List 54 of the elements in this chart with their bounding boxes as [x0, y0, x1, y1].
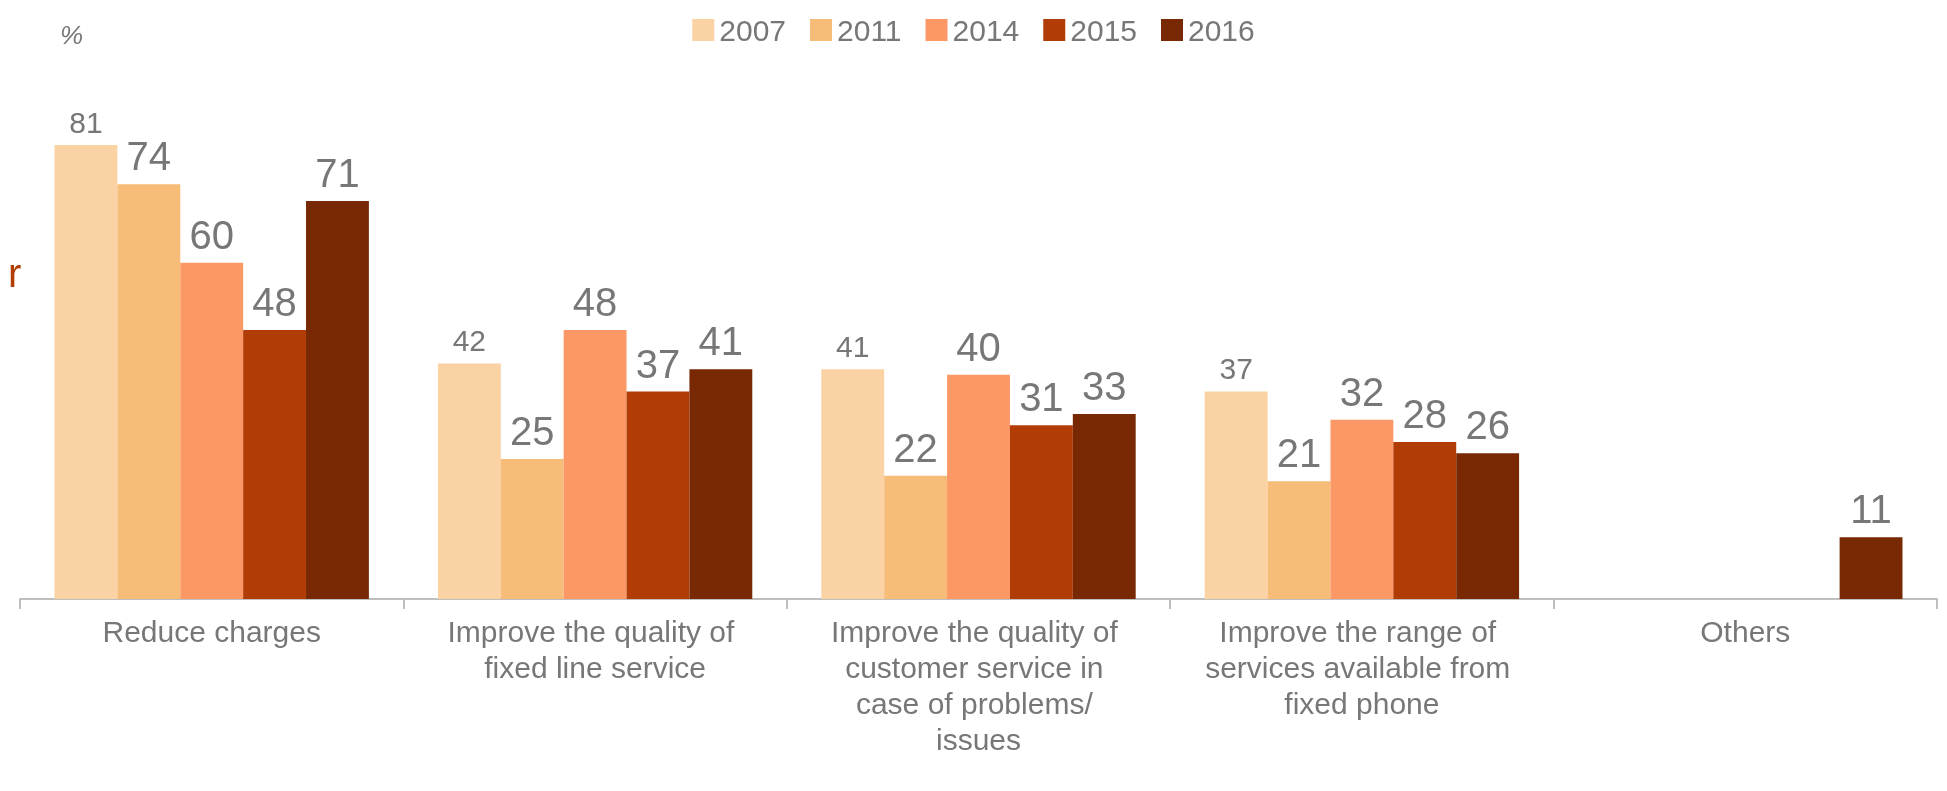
bar [243, 329, 307, 599]
text: % [60, 20, 84, 50]
data-label: 48 [572, 279, 618, 324]
data-label: 41 [698, 319, 744, 364]
data-label: 37 [1219, 352, 1253, 386]
data-label: 71 [315, 151, 360, 196]
legend-label: 2015 [1070, 13, 1138, 47]
legend-label: 2011 [837, 13, 902, 47]
data-label: 31 [1019, 375, 1064, 420]
bar [1393, 442, 1457, 599]
legend-label: 2014 [952, 13, 1020, 47]
x-tick-label: Others [1700, 614, 1791, 648]
bar [1072, 414, 1136, 599]
x-tick-label: Reduce charges [102, 614, 321, 648]
bar [1456, 453, 1520, 599]
bar [821, 369, 885, 599]
bar [1267, 481, 1331, 599]
x-tick-label: Improve the quality of fixed line service [447, 614, 743, 684]
bar [563, 329, 627, 599]
bar [117, 184, 181, 599]
data-label: 21 [1276, 431, 1322, 476]
data-label: 81 [69, 105, 103, 139]
data-label: 37 [635, 341, 681, 386]
data-label: 25 [509, 408, 555, 453]
data-label: 74 [126, 134, 172, 179]
bar [1204, 391, 1268, 599]
bar [500, 458, 564, 599]
bar [54, 145, 118, 599]
legend-label: 2007 [719, 13, 787, 47]
bar [626, 391, 690, 599]
x-tick-label: Improve the quality of customer service in case of problems/ issues [830, 614, 1127, 756]
annotation: r [8, 251, 22, 295]
bar [884, 475, 948, 599]
data-label: 11 [1850, 487, 1892, 532]
bar [437, 363, 501, 599]
data-label: 28 [1402, 392, 1448, 437]
data-label: 60 [189, 212, 234, 257]
data-label: 48 [252, 279, 297, 324]
bar [1839, 537, 1903, 599]
x-tick-label: Improve the range of services available from fixed phone [1205, 614, 1519, 720]
bar [1009, 425, 1073, 599]
legend-label: 2016 [1187, 13, 1255, 47]
data-label: 41 [836, 329, 870, 363]
bar [1330, 419, 1394, 599]
bar [306, 201, 369, 599]
data-label: 22 [893, 425, 938, 470]
data-label: 42 [452, 324, 487, 358]
data-label: 26 [1465, 403, 1510, 448]
data-label: 33 [1082, 364, 1127, 409]
bar [180, 262, 244, 599]
bar [947, 374, 1010, 599]
bar [689, 369, 753, 599]
data-label: 40 [956, 324, 1001, 369]
data-label: 32 [1339, 369, 1385, 414]
